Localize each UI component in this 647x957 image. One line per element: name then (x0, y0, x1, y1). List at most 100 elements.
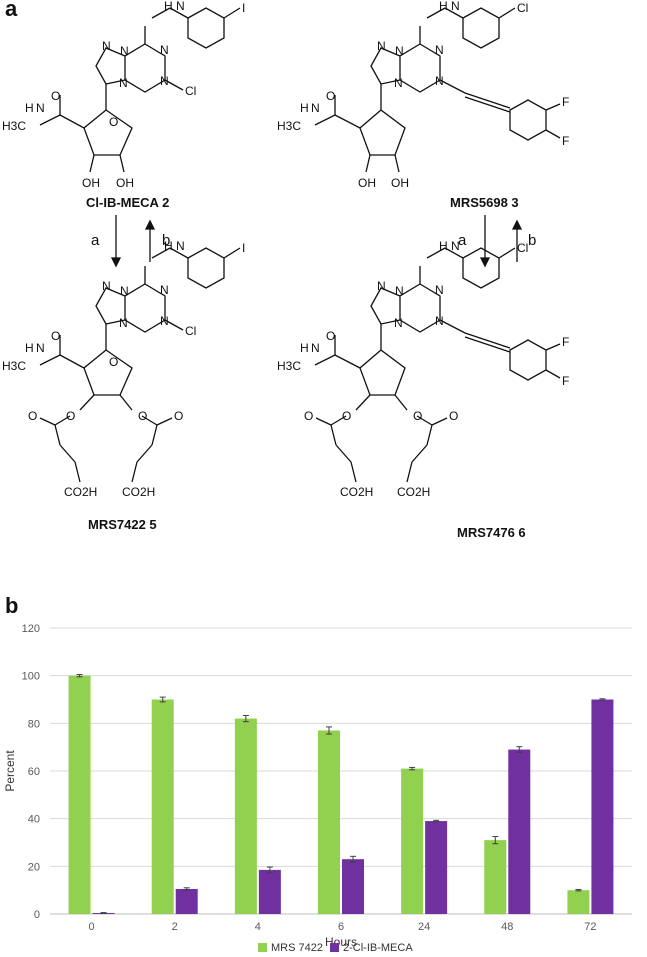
svg-text:O: O (326, 89, 335, 103)
svg-text:OH: OH (358, 176, 376, 190)
svg-text:O: O (51, 89, 60, 103)
svg-text:OH: OH (391, 176, 409, 190)
bar-mrs-7422-4 (234, 718, 257, 914)
svg-text:N: N (176, 239, 185, 253)
svg-text:N: N (120, 284, 129, 298)
svg-text:N: N (377, 279, 386, 293)
svg-text:OH: OH (116, 176, 134, 190)
bar-2-cl-ib-meca-6 (342, 859, 364, 914)
y-tick-label: 120 (22, 623, 40, 635)
reagent-a-left: a (91, 232, 100, 249)
svg-text:N: N (435, 43, 444, 57)
svg-text:O: O (109, 355, 118, 369)
svg-text:Cl: Cl (517, 241, 528, 255)
bar-mrs-7422-48 (484, 840, 507, 914)
svg-text:N: N (394, 76, 403, 90)
molecule-mrs7422 (39, 247, 241, 483)
reagent-b-right: b (528, 232, 537, 249)
svg-text:O: O (66, 409, 75, 423)
svg-text:H: H (25, 341, 34, 355)
svg-text:N: N (160, 43, 169, 57)
svg-text:F: F (562, 95, 569, 109)
x-tick-label: 24 (418, 921, 430, 933)
reaction-arrows (110, 215, 523, 268)
molecule-cl-ib-meca (39, 7, 241, 173)
legend-label-2-cl-ib-meca: 2-Cl-IB-MECA (343, 942, 413, 954)
molecule-mrs7476 (314, 247, 561, 483)
svg-text:N: N (311, 341, 320, 355)
svg-text:H: H (300, 341, 309, 355)
svg-text:N: N (36, 101, 45, 115)
svg-text:CO2H: CO2H (397, 485, 430, 499)
y-tick-label: 0 (34, 909, 40, 921)
svg-text:H3C: H3C (277, 119, 301, 133)
svg-text:CO2H: CO2H (122, 485, 155, 499)
atom-nh: N (176, 0, 185, 13)
bar-2-cl-ib-meca-24 (425, 821, 448, 914)
svg-text:OH: OH (82, 176, 100, 190)
bar-mrs-7422-2 (151, 699, 174, 914)
svg-text:O: O (326, 329, 335, 343)
svg-text:O: O (28, 409, 37, 423)
panel-b-letter: b (5, 593, 19, 618)
bar-2-cl-ib-meca-72 (591, 699, 614, 914)
svg-text:O: O (174, 409, 183, 423)
y-tick-label: 100 (22, 671, 40, 683)
svg-text:N: N (36, 341, 45, 355)
svg-text:N: N (119, 76, 128, 90)
svg-text:Cl: Cl (185, 324, 196, 338)
svg-text:N: N (120, 44, 129, 58)
legend-mrs7422: MRS 7422 (258, 942, 323, 954)
svg-text:H: H (300, 101, 309, 115)
bar-mrs-7422-6 (318, 730, 340, 914)
bar-2-cl-ib-meca-4 (258, 869, 281, 914)
svg-text:N: N (160, 74, 169, 88)
svg-text:N: N (119, 316, 128, 330)
y-tick-label: 60 (28, 766, 40, 778)
legend-swatch-2-cl-ib-meca (330, 943, 339, 952)
svg-text:O: O (449, 409, 458, 423)
svg-text:O: O (138, 409, 147, 423)
svg-text:CO2H: CO2H (64, 485, 97, 499)
panel-a-letter: a (5, 0, 18, 21)
svg-text:N: N (435, 283, 444, 297)
svg-text:F: F (562, 134, 569, 148)
svg-text:N: N (435, 74, 444, 88)
svg-text:H: H (164, 239, 173, 253)
bar-2-cl-ib-meca-48 (508, 749, 531, 914)
y-axis-label: Percent (3, 750, 17, 792)
bar-mrs-7422-0 (68, 675, 91, 914)
compound-label-5: MRS7422 5 (88, 517, 157, 532)
svg-text:N: N (102, 279, 111, 293)
svg-text:O: O (304, 409, 313, 423)
y-tick-label: 80 (28, 718, 40, 730)
legend-label-mrs7422: MRS 7422 (271, 942, 323, 954)
svg-text:O: O (51, 329, 60, 343)
svg-text:O: O (413, 409, 422, 423)
svg-text:H: H (164, 0, 173, 13)
svg-text:H3C: H3C (2, 119, 26, 133)
svg-text:N: N (394, 316, 403, 330)
svg-text:I: I (242, 241, 245, 255)
svg-text:N: N (435, 314, 444, 328)
y-tick-label: 40 (28, 814, 40, 826)
svg-text:CO2H: CO2H (340, 485, 373, 499)
x-tick-label: 72 (584, 921, 596, 933)
svg-text:N: N (377, 39, 386, 53)
compound-label-3: MRS5698 3 (450, 195, 519, 210)
x-tick-label: 6 (338, 921, 344, 933)
bar-2-cl-ib-meca-2 (175, 888, 198, 914)
svg-text:H3C: H3C (277, 359, 301, 373)
compound-label-6: MRS7476 6 (457, 525, 526, 540)
bar-mrs-7422-72 (567, 890, 590, 914)
svg-text:N: N (451, 0, 460, 13)
reagent-b-left: b (162, 232, 171, 249)
svg-text:Cl: Cl (517, 1, 528, 15)
svg-text:Cl: Cl (185, 84, 196, 98)
compound-label-2: Cl-IB-MECA 2 (86, 195, 170, 210)
legend-2-cl-ib-meca: 2-Cl-IB-MECA (330, 942, 413, 954)
svg-text:O: O (109, 115, 118, 129)
svg-text:F: F (562, 374, 569, 388)
